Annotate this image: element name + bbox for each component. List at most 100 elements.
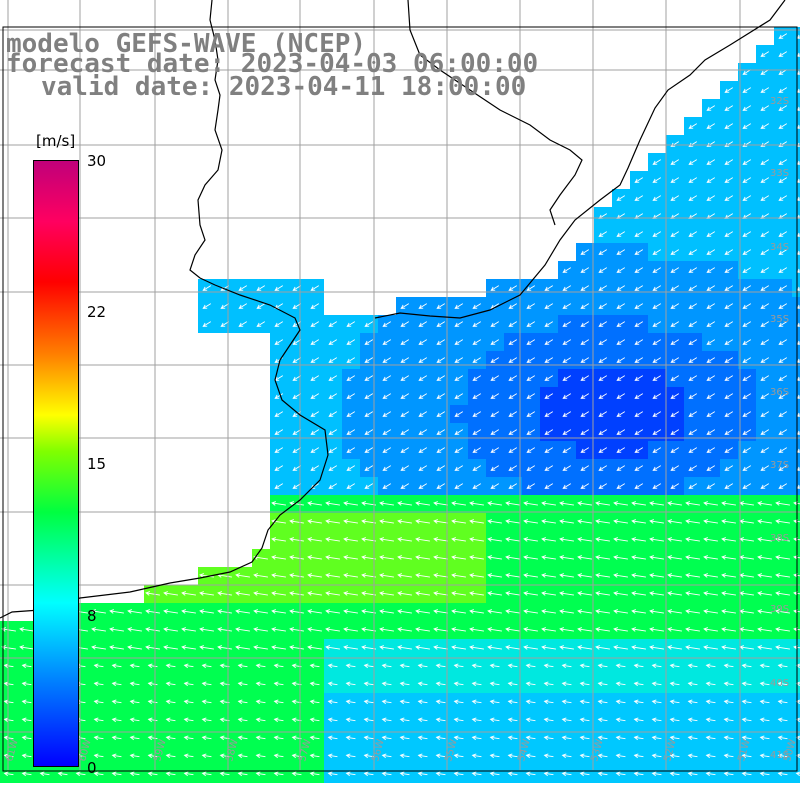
wind-arrow	[400, 393, 410, 399]
wind-arrow	[325, 645, 340, 650]
wind-arrow	[778, 339, 788, 345]
wind-arrow	[760, 303, 770, 309]
wind-speed-cell	[792, 81, 800, 99]
wind-arrow	[634, 429, 644, 435]
wind-arrow	[670, 429, 680, 435]
wind-arrow	[721, 591, 736, 596]
wind-arrow	[775, 537, 790, 542]
wind-arrow	[183, 681, 194, 687]
wind-arrow	[723, 753, 734, 759]
wind-arrow	[508, 465, 518, 471]
latitude-label: 39S	[770, 604, 789, 615]
wind-arrow	[490, 393, 500, 399]
wind-arrow	[364, 375, 374, 381]
wind-arrow	[634, 321, 644, 327]
wind-arrow	[778, 105, 788, 111]
wind-arrow	[3, 717, 14, 723]
wind-arrow	[436, 321, 446, 327]
wind-arrow	[289, 591, 304, 596]
wind-arrow	[613, 555, 628, 560]
wind-arrow	[255, 699, 266, 705]
wind-arrow	[742, 159, 752, 165]
wind-speed-cell	[792, 297, 800, 315]
wind-arrow	[397, 573, 412, 578]
wind-arrow	[651, 753, 662, 759]
wind-speed-cell	[792, 27, 800, 45]
wind-arrow	[328, 339, 338, 345]
latitude-label: 33S	[770, 168, 789, 179]
wind-arrow	[165, 771, 176, 777]
wind-arrow	[580, 249, 590, 255]
colorbar-unit-label: [m/s]	[36, 132, 76, 150]
wind-arrow	[651, 735, 662, 741]
wind-arrow	[309, 735, 320, 741]
wind-arrow	[271, 609, 286, 614]
wind-arrow	[256, 303, 266, 309]
wind-arrow	[724, 141, 734, 147]
wind-arrow	[577, 627, 592, 632]
wind-arrow	[310, 321, 320, 327]
wind-arrow	[508, 285, 518, 291]
wind-arrow	[310, 411, 320, 417]
wind-arrow	[490, 465, 500, 471]
wind-arrow	[400, 465, 410, 471]
wind-arrow	[364, 465, 374, 471]
wind-arrow	[201, 699, 212, 705]
wind-arrow	[523, 627, 538, 632]
wind-arrow	[723, 681, 734, 687]
wind-arrow	[742, 465, 752, 471]
wind-arrow	[759, 735, 770, 741]
wind-arrow	[129, 771, 140, 777]
wind-arrow	[436, 393, 446, 399]
wind-arrow	[129, 699, 140, 705]
wind-arrow	[91, 627, 106, 632]
wind-arrow	[489, 663, 500, 669]
wind-arrow	[379, 573, 394, 578]
wind-arrow	[19, 645, 34, 650]
wind-arrow	[147, 699, 158, 705]
wind-arrow	[489, 699, 500, 705]
wind-arrow	[778, 429, 788, 435]
wind-arrow	[667, 501, 682, 506]
wind-arrow	[688, 159, 698, 165]
wind-arrow	[505, 645, 520, 650]
wind-arrow	[379, 645, 394, 650]
wind-arrow	[109, 609, 124, 614]
wind-arrow	[634, 303, 644, 309]
wind-arrow	[363, 663, 374, 669]
wind-arrow	[561, 753, 572, 759]
wind-arrow	[253, 609, 268, 614]
wind-arrow	[307, 609, 322, 614]
wind-arrow	[760, 375, 770, 381]
wind-arrow	[615, 681, 626, 687]
wind-arrow	[685, 519, 700, 524]
wind-arrow	[289, 645, 304, 650]
wind-arrow	[489, 717, 500, 723]
wind-arrow	[399, 771, 410, 777]
wind-arrow	[778, 141, 788, 147]
wind-arrow	[652, 249, 662, 255]
wind-arrow	[310, 465, 320, 471]
wind-arrow	[454, 447, 464, 453]
wind-arrow	[507, 663, 518, 669]
wind-arrow	[111, 771, 122, 777]
wind-arrow	[400, 303, 410, 309]
wind-arrow	[255, 771, 266, 777]
wind-arrow	[631, 573, 646, 578]
wind-arrow	[688, 123, 698, 129]
wind-arrow	[706, 483, 716, 489]
wind-arrow	[543, 699, 554, 705]
wind-arrow	[471, 663, 482, 669]
wind-arrow	[688, 411, 698, 417]
wind-arrow	[129, 681, 140, 687]
wind-arrow	[598, 411, 608, 417]
wind-arrow	[723, 771, 734, 777]
wind-arrow	[435, 735, 446, 741]
wind-arrow	[346, 339, 356, 345]
wind-arrow	[310, 447, 320, 453]
wind-arrow	[649, 627, 664, 632]
wind-arrow	[687, 735, 698, 741]
wind-arrow	[436, 483, 446, 489]
wind-arrow	[613, 501, 628, 506]
wind-arrow	[346, 375, 356, 381]
